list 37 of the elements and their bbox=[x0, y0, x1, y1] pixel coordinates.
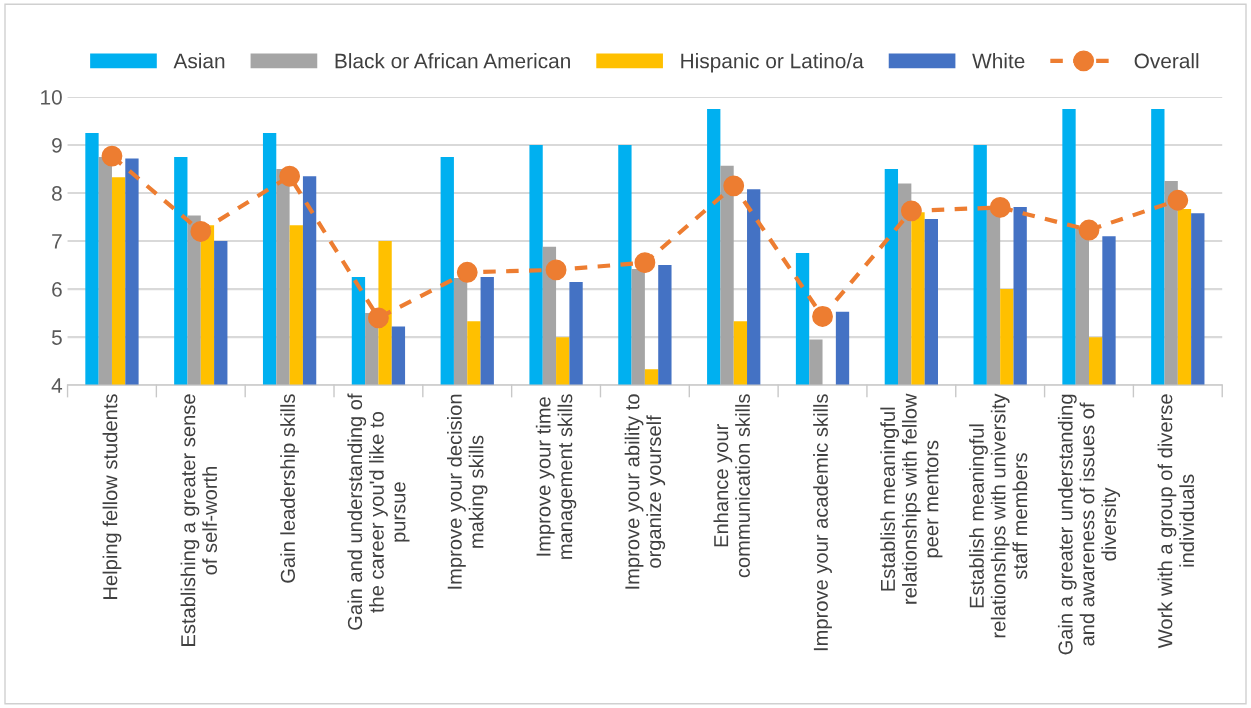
x-tick-label: Improve your time management skills bbox=[535, 394, 577, 559]
legend-label: Overall bbox=[1134, 53, 1199, 69]
x-tick-label: Enhance your communication skills bbox=[713, 394, 750, 578]
legend-label: White bbox=[972, 53, 1025, 69]
point bbox=[634, 252, 656, 274]
x-tick-label: Establishing a greater sense of self-worth bbox=[180, 394, 218, 646]
y-tick-label: 10 bbox=[41, 90, 62, 105]
x-tick-label: Improve your ability to organize yourself bbox=[624, 394, 666, 589]
x-tick-label: Improve your academic skills bbox=[813, 394, 832, 651]
x-tick-label: Establish meaningful relationships with university staff members bbox=[969, 393, 1028, 638]
y-tick-label: 6 bbox=[52, 282, 62, 297]
legend-label: Asian bbox=[173, 53, 225, 69]
point bbox=[1167, 189, 1189, 211]
x-tick-label: Work with a group of diverse individuals bbox=[1157, 394, 1195, 649]
point bbox=[812, 306, 833, 327]
x-tick-label: Establish meaningful relationships with fellow peer mentors bbox=[880, 393, 943, 604]
point bbox=[279, 165, 301, 187]
point bbox=[989, 197, 1011, 218]
legend-label: Black or African American bbox=[335, 53, 570, 69]
point bbox=[368, 307, 389, 329]
y-tick-label: 7 bbox=[52, 234, 62, 249]
x-tick-label: Gain and understanding of the career you'd like to pursue bbox=[347, 393, 410, 630]
x-tick-label: Gain leadership skills bbox=[280, 394, 299, 583]
legend-label: Hispanic or Latino/a bbox=[681, 53, 864, 73]
point bbox=[190, 221, 212, 242]
point bbox=[456, 261, 478, 283]
y-tick-label: 5 bbox=[51, 330, 62, 345]
point bbox=[900, 200, 922, 222]
x-tick-label: Gain a greater understanding and awareness of issues of diversity bbox=[1057, 394, 1121, 655]
point bbox=[545, 259, 567, 281]
point bbox=[723, 175, 745, 197]
y-tick-label: 8 bbox=[52, 186, 62, 201]
point bbox=[1078, 219, 1100, 241]
x-tick-label: Helping fellow students bbox=[102, 394, 122, 599]
y-tick-label: 4 bbox=[51, 378, 63, 393]
y-tick-label: 9 bbox=[52, 138, 62, 153]
point bbox=[101, 145, 123, 167]
